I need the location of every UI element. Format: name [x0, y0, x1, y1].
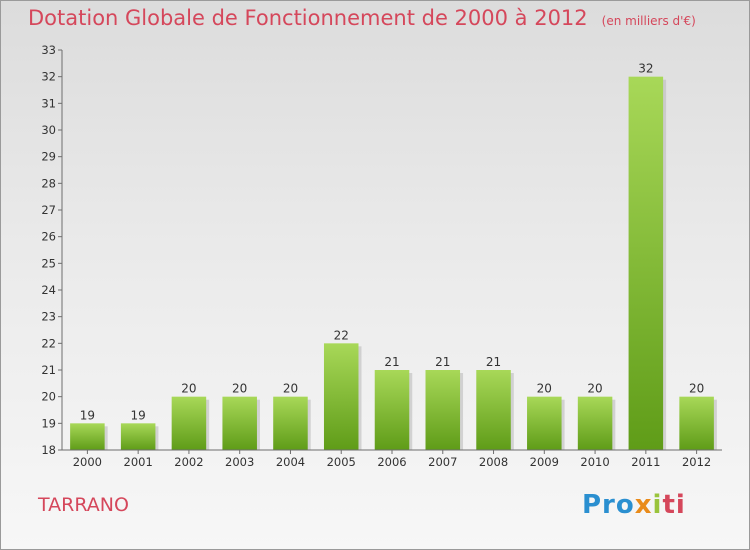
y-tick-label: 28 — [41, 176, 56, 190]
x-tick-label: 2007 — [428, 455, 457, 469]
bar — [577, 396, 613, 450]
y-tick-label: 30 — [41, 123, 56, 137]
bar — [425, 370, 461, 450]
x-tick-label: 2005 — [327, 455, 356, 469]
data-label: 20 — [232, 382, 247, 396]
bar — [374, 370, 410, 450]
data-label: 21 — [486, 355, 501, 369]
y-tick-label: 26 — [41, 230, 56, 244]
data-label: 22 — [334, 328, 349, 342]
bar — [222, 396, 257, 450]
x-tick-label: 2000 — [73, 455, 102, 469]
bar — [171, 396, 207, 450]
commune-name: TARRANO — [38, 494, 129, 516]
data-label: 32 — [638, 62, 653, 76]
chart-title: Dotation Globale de Fonctionnement de 20… — [28, 6, 696, 30]
chart-unit: (en milliers d'€) — [601, 14, 696, 28]
data-label: 20 — [587, 382, 602, 396]
bar — [120, 423, 156, 450]
data-label: 21 — [384, 355, 399, 369]
x-tick-label: 2006 — [377, 455, 406, 469]
x-tick-label: 2001 — [124, 455, 153, 469]
x-tick-label: 2008 — [479, 455, 508, 469]
y-tick-label: 29 — [41, 150, 56, 164]
bar — [70, 423, 105, 450]
data-label: 21 — [435, 355, 450, 369]
y-tick-label: 19 — [41, 416, 56, 430]
data-label: 20 — [537, 382, 552, 396]
x-tick-label: 2011 — [631, 455, 660, 469]
data-label: 20 — [283, 382, 298, 396]
x-tick-label: 2012 — [682, 455, 711, 469]
bar — [323, 343, 359, 450]
y-tick-label: 22 — [41, 336, 56, 350]
y-tick-label: 32 — [41, 70, 56, 84]
y-tick-label: 21 — [41, 363, 56, 377]
bar — [476, 370, 511, 450]
bar — [628, 76, 664, 451]
y-tick-label: 31 — [41, 96, 56, 110]
y-tick-label: 18 — [41, 443, 56, 457]
bar — [527, 396, 562, 450]
x-tick-label: 2009 — [530, 455, 559, 469]
x-tick-label: 2004 — [276, 455, 305, 469]
data-label: 20 — [181, 382, 196, 396]
bar — [273, 396, 308, 450]
y-tick-label: 20 — [41, 390, 56, 404]
y-tick-label: 23 — [41, 310, 56, 324]
y-tick-label: 33 — [41, 43, 56, 57]
bar — [679, 396, 714, 450]
y-tick-label: 27 — [41, 203, 56, 217]
y-tick-label: 24 — [41, 283, 56, 297]
data-label: 19 — [80, 408, 95, 422]
data-label: 19 — [131, 408, 146, 422]
x-tick-label: 2010 — [580, 455, 609, 469]
data-label: 20 — [689, 382, 704, 396]
proxiti-logo: Proxiti — [582, 490, 686, 520]
chart-title-text: Dotation Globale de Fonctionnement de 20… — [28, 6, 588, 30]
x-tick-label: 2003 — [225, 455, 254, 469]
x-tick-label: 2002 — [174, 455, 203, 469]
y-tick-label: 25 — [41, 256, 56, 270]
